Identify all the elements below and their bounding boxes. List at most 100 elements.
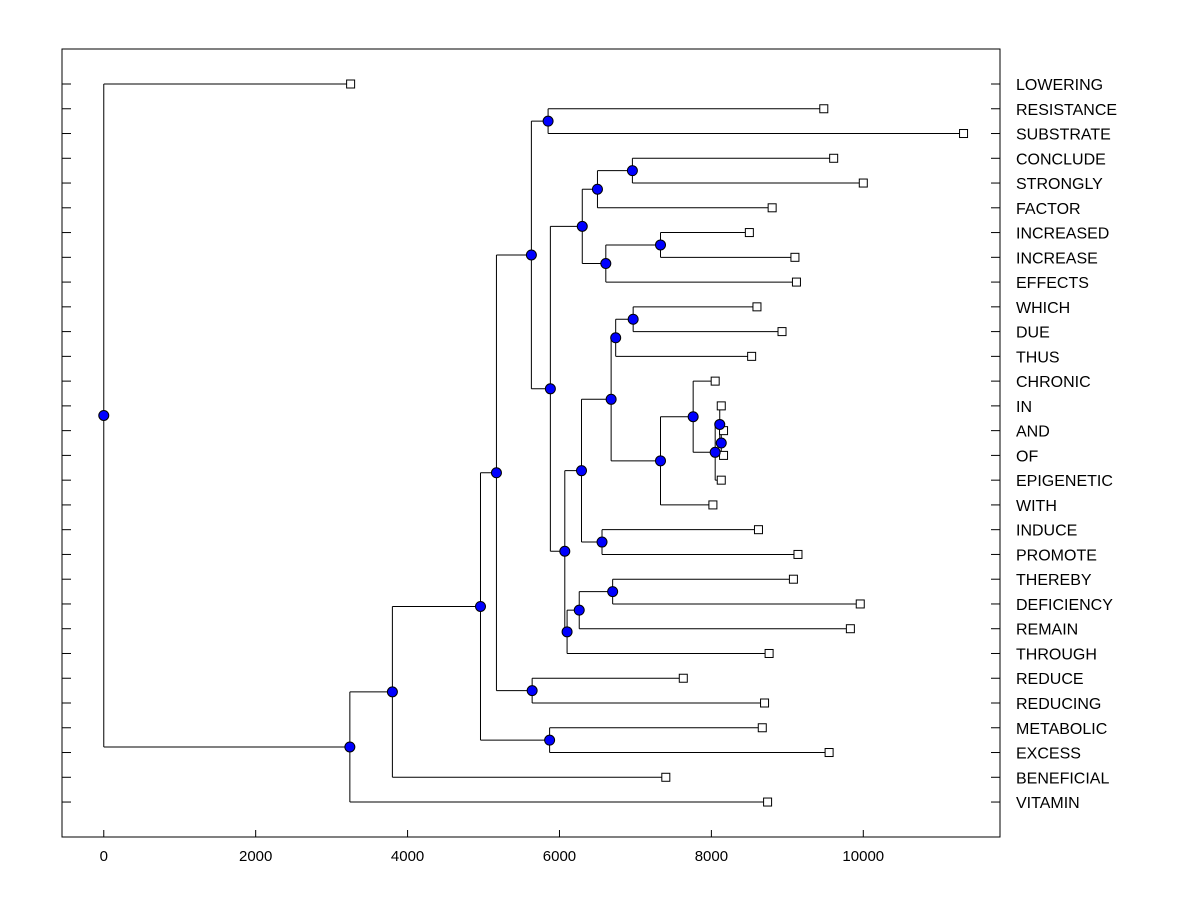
leaf-marker-with [708,500,718,510]
node-marker-n-there-def [607,586,619,598]
leaf-marker-promote [793,549,803,559]
node-marker-n-which-promote [576,465,588,477]
leaf-marker-which [752,302,762,312]
leaf-marker-effects [791,277,801,287]
leaf-label-of: OF [1016,448,1038,465]
leaf-label-factor: FACTOR [1016,201,1081,218]
node-marker-n-which-due [627,313,639,325]
merge-node-markers [98,115,727,753]
leaf-marker-factor [767,203,777,213]
x-tick-label-0: 0 [100,848,108,865]
leaf-label-reducing: REDUCING [1016,696,1101,713]
left-axis-ticks [62,83,71,803]
x-tick-label-10000: 10000 [842,848,884,865]
leaf-marker-reduce [678,673,688,683]
node-marker-n-vitamin [344,741,356,753]
leaf-label-increase: INCREASE [1016,250,1098,267]
node-marker-n-effects [600,258,612,270]
leaf-marker-vitamin [763,797,773,807]
x-axis-tick-labels: 0 2000 4000 6000 8000 10000 [100,848,885,865]
leaf-marker-resistance [819,104,829,114]
node-marker-n-which-through [559,545,571,557]
node-marker-n-res-sub [542,115,554,127]
node-marker-n-met-exc [544,734,556,746]
leaf-label-vitamin: VITAMIN [1016,795,1080,812]
leaf-label-due: DUE [1016,325,1050,342]
leaf-marker-excess [824,748,834,758]
leaf-label-substrate: SUBSTRATE [1016,127,1111,144]
leaf-label-epigenetic: EPIGENETIC [1016,473,1113,490]
node-marker-n-inc [654,239,666,251]
leaf-label-and: AND [1016,424,1050,441]
node-marker-n-root [98,409,110,421]
leaf-label-in: IN [1016,399,1032,416]
leaf-marker-due [777,327,787,337]
leaf-label-induce: INDUCE [1016,523,1077,540]
node-marker-n-induce-promote [596,536,608,548]
node-marker-n-in-andof [714,418,726,430]
leaf-marker-thereby [788,574,798,584]
leaf-marker-through [764,648,774,658]
leaf-label-thus: THUS [1016,349,1060,366]
leaf-label-remain: REMAIN [1016,622,1078,639]
leaf-label-resistance: RESISTANCE [1016,102,1117,119]
leaf-label-thereby: THEREBY [1016,572,1092,589]
leaf-label-conclude: CONCLUDE [1016,151,1106,168]
leaf-labels: LOWERING RESISTANCE SUBSTRATE CONCLUDE STRON… [1016,77,1117,812]
leaf-marker-increased [744,228,754,238]
x-tick-label-2000: 2000 [239,848,272,865]
leaf-marker-thus [747,351,757,361]
right-axis-ticks [991,83,1000,803]
leaf-label-with: WITH [1016,498,1057,515]
leaf-markers [346,79,969,807]
node-marker-n-res-excess [474,600,486,612]
leaf-label-beneficial: BENEFICIAL [1016,770,1109,787]
leaf-marker-deficiency [855,599,865,609]
node-marker-n-which-with [605,393,617,405]
leaf-label-lowering: LOWERING [1016,77,1103,94]
leaf-marker-remain [845,624,855,634]
node-marker-n-thus [610,332,622,344]
node-marker-n-reduce [526,685,538,697]
leaf-label-metabolic: METABOLIC [1016,721,1107,738]
leaf-label-promote: PROMOTE [1016,547,1097,564]
node-marker-n-conc-str [626,165,638,177]
leaf-label-reduce: REDUCE [1016,671,1084,688]
leaf-marker-induce [753,525,763,535]
node-marker-n-remain [573,604,585,616]
leaf-marker-beneficial [661,772,671,782]
node-marker-n-factor [591,183,603,195]
leaf-marker-conclude [829,153,839,163]
x-tick-label-4000: 4000 [391,848,424,865]
leaf-marker-chronic [710,376,720,386]
leaf-label-excess: EXCESS [1016,746,1081,763]
node-marker-n-res-through [525,249,537,261]
leaf-marker-substrate [959,129,969,139]
leaf-marker-metabolic [757,723,767,733]
node-marker-n-in-epi [709,446,721,458]
x-tick-label-6000: 6000 [543,848,576,865]
leaf-marker-in [716,401,726,411]
node-marker-n-with [654,455,666,467]
leaf-marker-epigenetic [716,475,726,485]
leaf-marker-strongly [858,178,868,188]
leaf-marker-of [719,450,729,460]
leaf-label-effects: EFFECTS [1016,275,1089,292]
leaf-label-strongly: STRONGLY [1016,176,1103,193]
leaf-marker-increase [790,252,800,262]
x-axis-ticks [103,830,864,837]
leaf-label-chronic: CHRONIC [1016,374,1091,391]
node-marker-n-through [561,626,573,638]
leaf-marker-reducing [760,698,770,708]
leaf-marker-lowering [346,79,356,89]
node-marker-n-and-of [715,437,727,449]
node-marker-n-res-reducing [490,467,502,479]
x-tick-label-8000: 8000 [695,848,728,865]
node-marker-n-beneficial [386,686,398,698]
leaf-label-through: THROUGH [1016,646,1097,663]
node-marker-n-conclude-through [544,383,556,395]
plot-frame [61,48,1001,838]
leaf-label-increased: INCREASED [1016,226,1109,243]
leaf-label-which: WHICH [1016,300,1070,317]
